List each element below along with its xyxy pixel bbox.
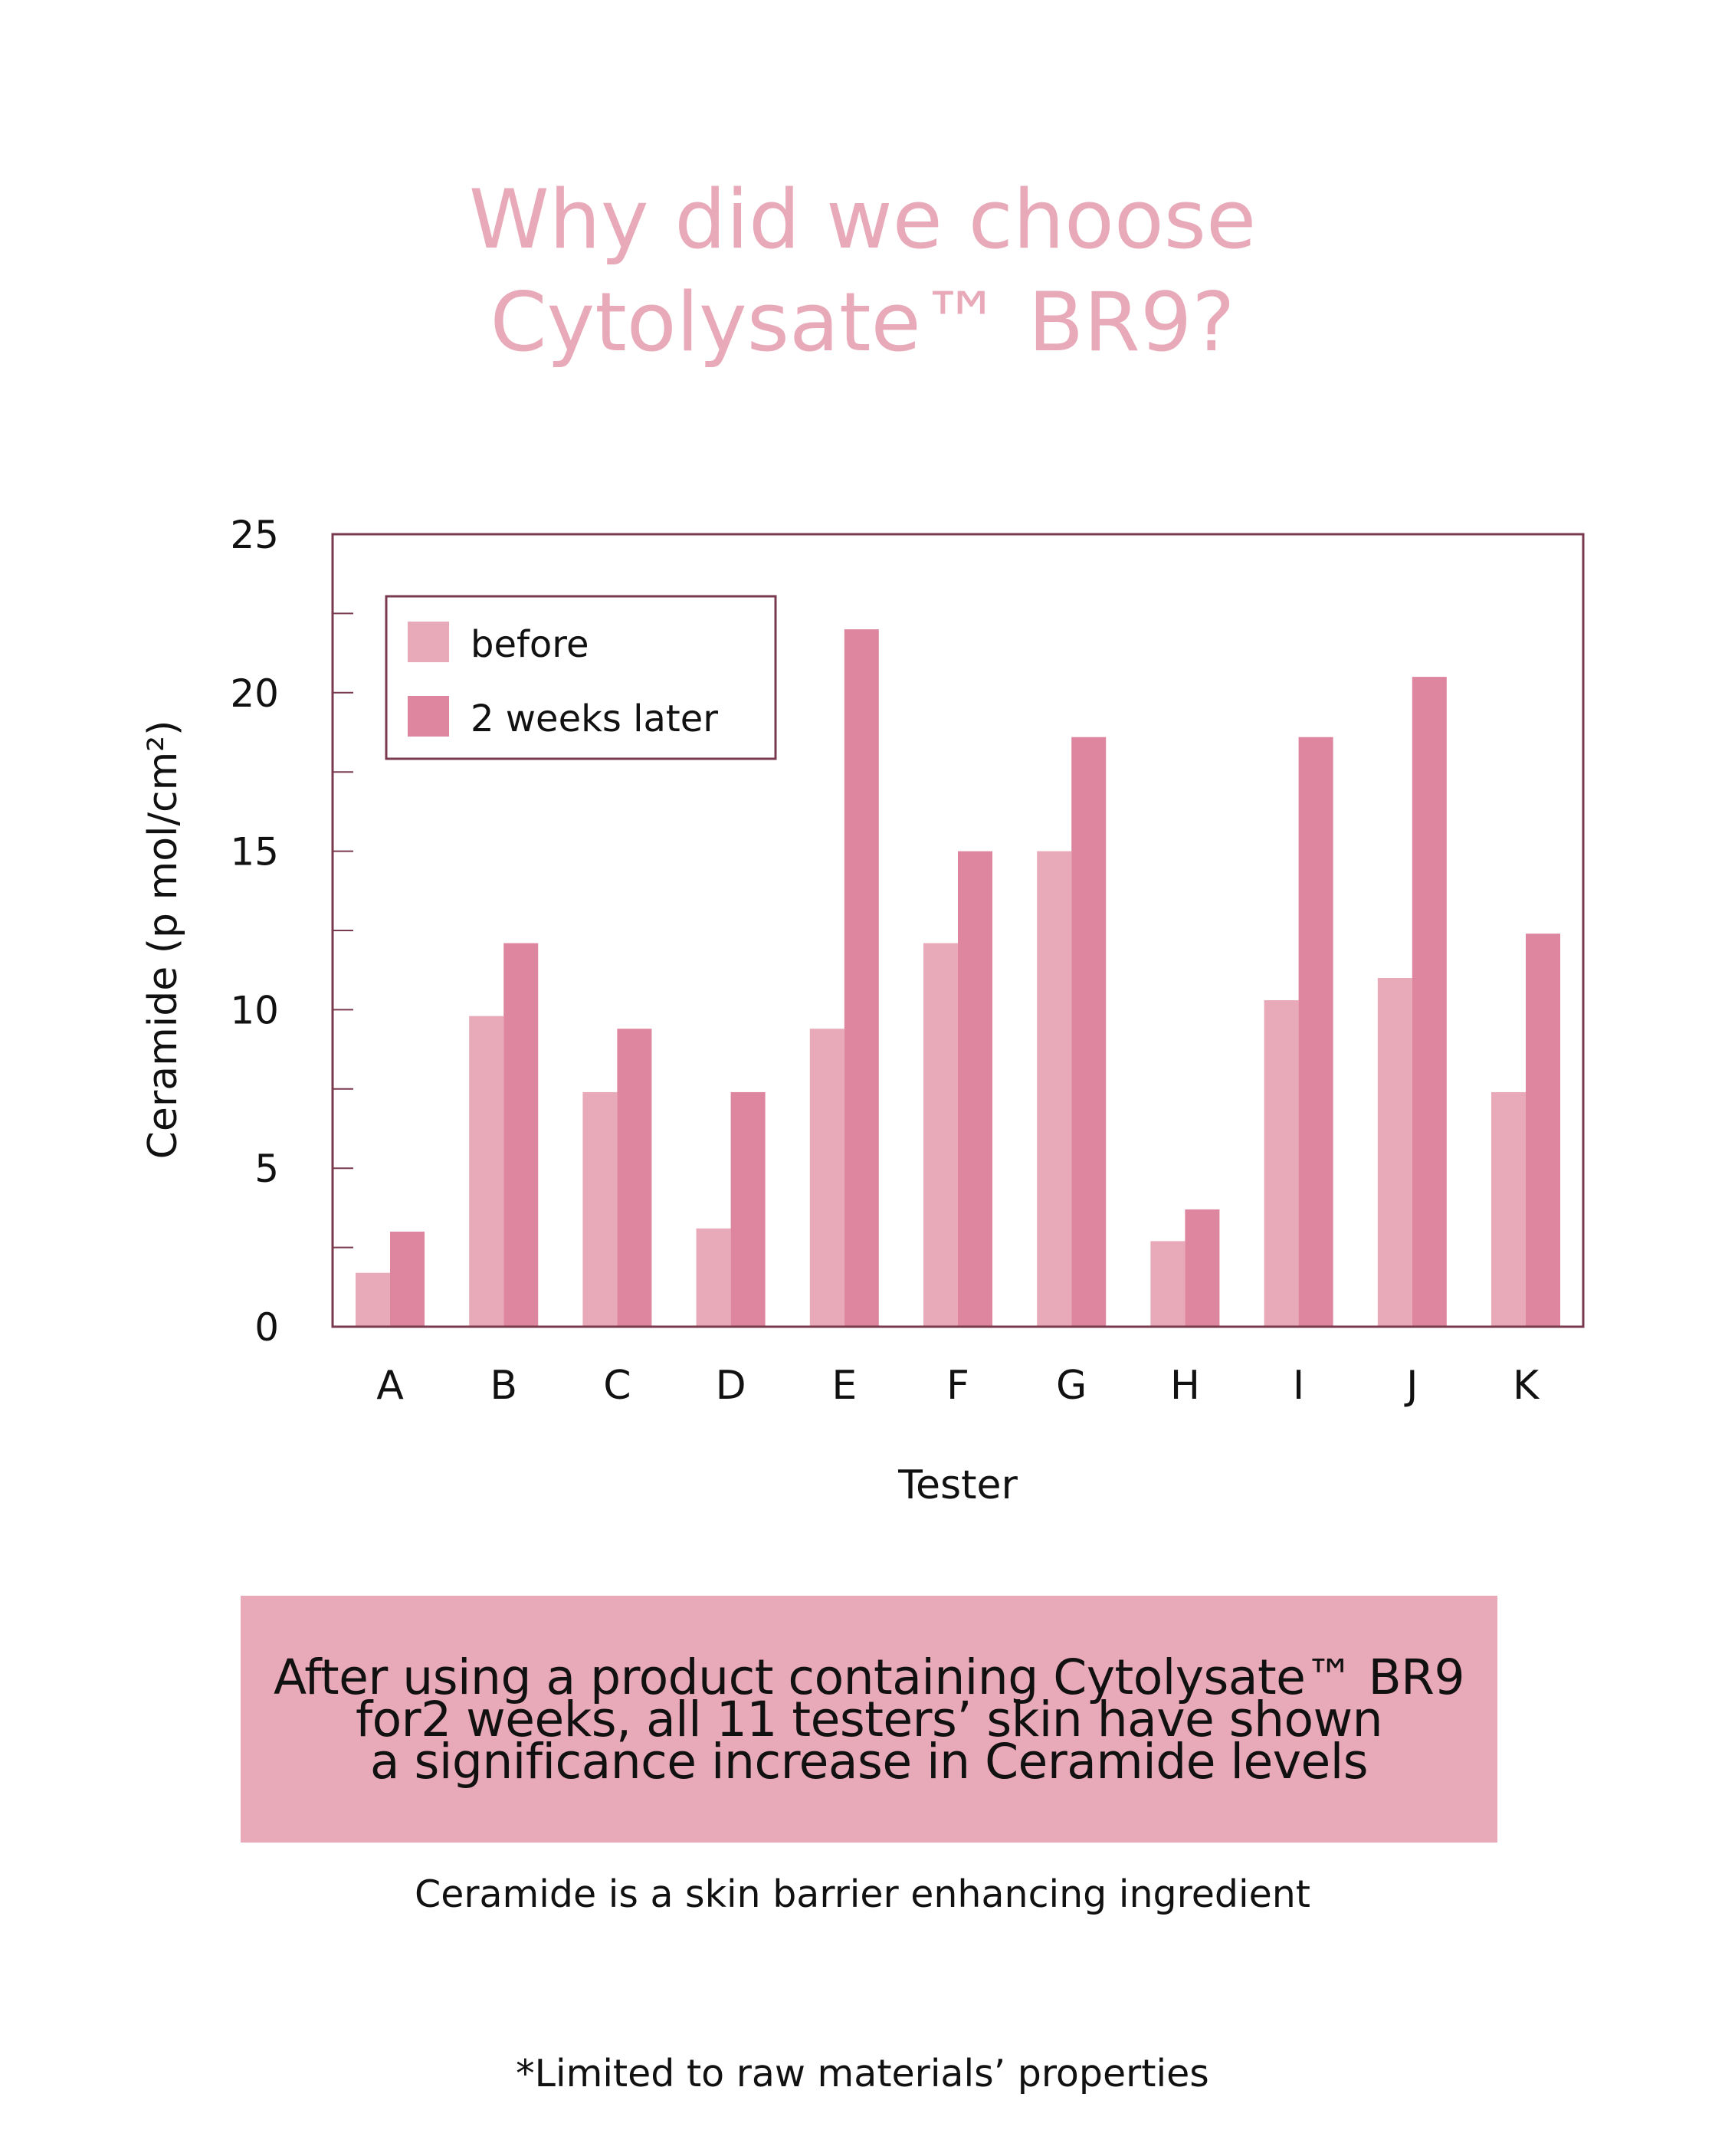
bar-before-b — [469, 1016, 504, 1327]
x-tick-label-c: C — [603, 1363, 631, 1409]
bar-2-weeks-later-i — [1298, 737, 1333, 1327]
legend-label-2-weeks-later: 2 weeks later — [471, 697, 718, 740]
legend-swatch-before — [408, 622, 449, 662]
legend-box — [385, 595, 777, 760]
bar-2-weeks-later-e — [844, 629, 879, 1327]
x-tick-label-j: J — [1404, 1363, 1418, 1409]
x-tick-label-f: F — [946, 1363, 969, 1409]
y-tick-label-25: 25 — [230, 513, 279, 557]
y-axis-tick-labels: 0 5 10 15 20 25 — [230, 513, 279, 1350]
x-tick-label-i: I — [1293, 1363, 1304, 1409]
bar-before-a — [356, 1272, 390, 1327]
bar-before-h — [1150, 1241, 1186, 1327]
y-tick-label-15: 15 — [230, 830, 279, 875]
bar-before-e — [809, 1029, 844, 1327]
bar-2-weeks-later-j — [1412, 677, 1447, 1327]
ceramide-subnote: Ceramide is a skin barrier enhancing ing… — [415, 1872, 1310, 1916]
bar-before-d — [696, 1228, 731, 1327]
bar-2-weeks-later-d — [730, 1091, 766, 1327]
legend: before 2 weeks later — [385, 595, 777, 760]
bars-group — [356, 629, 1560, 1327]
bar-2-weeks-later-h — [1185, 1209, 1220, 1327]
bar-before-i — [1264, 999, 1299, 1327]
bar-2-weeks-later-k — [1526, 934, 1560, 1327]
bar-2-weeks-later-c — [617, 1029, 652, 1327]
legend-label-before: before — [471, 623, 589, 666]
y-tick-label-20: 20 — [230, 671, 279, 716]
x-tick-label-g: G — [1056, 1363, 1087, 1409]
bar-before-f — [923, 943, 958, 1327]
page-title: Why did we choose Cytolysate™ BR9? — [0, 169, 1725, 374]
x-tick-label-h: H — [1170, 1363, 1200, 1409]
y-axis-ticks — [333, 533, 353, 1327]
y-tick-label-5: 5 — [254, 1147, 279, 1191]
legend-swatch-2-weeks-later — [408, 696, 449, 737]
bar-2-weeks-later-g — [1071, 737, 1107, 1327]
x-tick-label-b: B — [490, 1363, 517, 1409]
x-tick-label-k: K — [1513, 1363, 1540, 1409]
bar-before-j — [1377, 978, 1412, 1327]
footnote: *Limited to raw materials’ properties — [516, 2052, 1209, 2095]
bar-2-weeks-later-b — [503, 943, 539, 1327]
bar-before-c — [582, 1091, 618, 1327]
y-axis-label: Ceramide (p mol/cm²) — [140, 720, 186, 1160]
callout-line-3: a significance increase in Ceramide leve… — [369, 1733, 1369, 1790]
title-line-1: Why did we choose — [468, 172, 1257, 267]
result-callout-box: After using a product containing Cytolys… — [241, 1596, 1497, 1843]
bar-before-k — [1491, 1091, 1526, 1327]
x-tick-label-e: E — [831, 1363, 857, 1409]
ceramide-bar-chart: 0 5 10 15 20 25 A B C D E F G H I J K Tester Ceramide (… — [140, 513, 1585, 1508]
x-tick-label-d: D — [716, 1363, 746, 1409]
bar-2-weeks-later-f — [958, 851, 992, 1327]
x-tick-label-a: A — [376, 1363, 404, 1409]
bar-2-weeks-later-a — [390, 1231, 425, 1327]
callout-line-1: After using a product containing Cytolys… — [273, 1649, 1465, 1705]
bar-before-g — [1037, 851, 1072, 1327]
title-line-2: Cytolysate™ BR9? — [490, 275, 1235, 369]
x-axis-tick-labels: A B C D E F G H I J K — [376, 1363, 1540, 1409]
x-axis-label: Tester — [897, 1462, 1018, 1508]
callout-line-2: for2 weeks, all 11 testers’ skin have sh… — [355, 1691, 1383, 1747]
y-tick-label-0: 0 — [254, 1305, 279, 1350]
y-tick-label-10: 10 — [230, 988, 279, 1032]
